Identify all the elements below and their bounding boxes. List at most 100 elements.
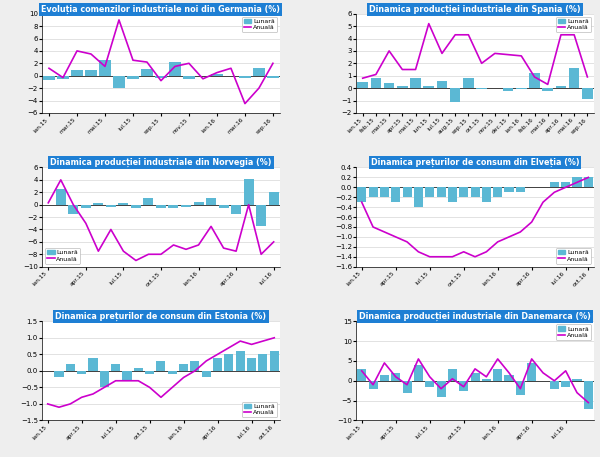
Bar bbox=[269, 192, 278, 205]
Bar bbox=[410, 78, 421, 88]
Bar bbox=[268, 76, 278, 78]
Bar bbox=[211, 74, 223, 76]
Bar bbox=[463, 78, 474, 88]
Bar bbox=[239, 76, 251, 78]
Bar bbox=[368, 187, 377, 197]
Bar bbox=[213, 358, 222, 371]
Bar bbox=[425, 187, 434, 197]
Bar bbox=[503, 88, 514, 90]
Bar bbox=[561, 381, 570, 387]
Bar bbox=[516, 381, 525, 395]
Bar bbox=[169, 62, 181, 76]
Bar bbox=[206, 198, 216, 205]
Bar bbox=[145, 371, 154, 374]
Bar bbox=[357, 187, 366, 202]
Bar bbox=[572, 379, 581, 381]
Bar bbox=[584, 381, 593, 409]
Bar bbox=[106, 205, 116, 207]
Bar bbox=[561, 182, 570, 187]
Bar bbox=[85, 69, 97, 76]
Bar bbox=[380, 375, 389, 381]
Bar bbox=[142, 69, 152, 76]
Bar bbox=[253, 68, 265, 76]
Bar bbox=[459, 187, 468, 197]
Bar bbox=[256, 205, 266, 226]
Bar bbox=[247, 358, 256, 371]
Bar bbox=[357, 369, 366, 381]
Text: Dinamica producției industriale din Danemarca (%): Dinamica producției industriale din Dane… bbox=[359, 312, 591, 321]
Bar bbox=[550, 182, 559, 187]
Bar bbox=[179, 364, 188, 371]
Bar bbox=[113, 76, 125, 88]
Bar bbox=[371, 78, 381, 88]
Bar bbox=[270, 351, 279, 371]
Legend: Lunară, Anuală: Lunară, Anuală bbox=[242, 17, 277, 32]
Bar bbox=[550, 381, 559, 389]
Bar bbox=[414, 187, 423, 207]
Bar bbox=[127, 76, 139, 79]
Bar bbox=[529, 73, 540, 88]
Bar bbox=[437, 187, 446, 197]
Bar bbox=[448, 369, 457, 381]
Bar bbox=[572, 177, 581, 187]
Bar bbox=[194, 202, 203, 205]
Bar bbox=[424, 85, 434, 88]
Bar bbox=[556, 85, 566, 88]
Bar bbox=[71, 69, 83, 76]
Bar bbox=[582, 88, 593, 99]
Bar bbox=[476, 88, 487, 90]
Bar bbox=[111, 364, 120, 371]
Bar bbox=[236, 351, 245, 371]
Bar bbox=[425, 381, 434, 387]
Legend: Lunară, Anuală: Lunară, Anuală bbox=[45, 248, 80, 264]
Bar bbox=[448, 187, 457, 202]
Text: Evoluția comenzilor industriale noi din Germania (%): Evoluția comenzilor industriale noi din … bbox=[41, 5, 280, 14]
Bar bbox=[94, 203, 103, 205]
Bar bbox=[450, 88, 460, 102]
Text: Dinamica prețurilor de consum din Estonia (%): Dinamica prețurilor de consum din Estoni… bbox=[55, 312, 266, 321]
Bar bbox=[470, 187, 479, 197]
Bar bbox=[505, 187, 514, 192]
Bar bbox=[380, 187, 389, 197]
Bar bbox=[259, 354, 268, 371]
Bar bbox=[414, 365, 423, 381]
Bar bbox=[100, 60, 110, 76]
Bar bbox=[482, 379, 491, 381]
Bar bbox=[437, 381, 446, 397]
Bar bbox=[516, 88, 527, 90]
Bar bbox=[437, 81, 447, 88]
Bar bbox=[156, 205, 166, 208]
Bar bbox=[68, 205, 79, 214]
Bar bbox=[118, 203, 128, 205]
Text: Dinamica producției industriale din Norvegia (%): Dinamica producției industriale din Norv… bbox=[50, 158, 272, 167]
Bar bbox=[493, 369, 502, 381]
Bar bbox=[470, 373, 479, 381]
Bar bbox=[168, 371, 177, 374]
Bar bbox=[190, 361, 199, 371]
Bar bbox=[516, 187, 525, 192]
Bar bbox=[55, 371, 64, 377]
Bar bbox=[88, 358, 98, 371]
Bar bbox=[218, 205, 229, 208]
Bar bbox=[43, 76, 55, 80]
Legend: Lunară, Anuală: Lunară, Anuală bbox=[556, 17, 591, 32]
Bar bbox=[81, 205, 91, 208]
Bar bbox=[131, 205, 141, 208]
Bar bbox=[397, 85, 407, 88]
Bar bbox=[184, 76, 194, 79]
Bar bbox=[358, 82, 368, 88]
Bar bbox=[231, 205, 241, 214]
Bar bbox=[157, 361, 166, 371]
Bar bbox=[100, 371, 109, 388]
Legend: Lunară, Anuală: Lunară, Anuală bbox=[556, 324, 591, 340]
Bar bbox=[527, 363, 536, 381]
Bar bbox=[569, 68, 580, 88]
Bar bbox=[244, 179, 254, 205]
Bar bbox=[224, 354, 233, 371]
Bar bbox=[155, 76, 167, 78]
Text: Dinamica producției industriale din Spania (%): Dinamica producției industriale din Span… bbox=[369, 5, 581, 14]
Bar bbox=[368, 381, 377, 389]
Bar bbox=[391, 373, 400, 381]
Bar bbox=[505, 375, 514, 381]
Bar bbox=[202, 371, 211, 377]
